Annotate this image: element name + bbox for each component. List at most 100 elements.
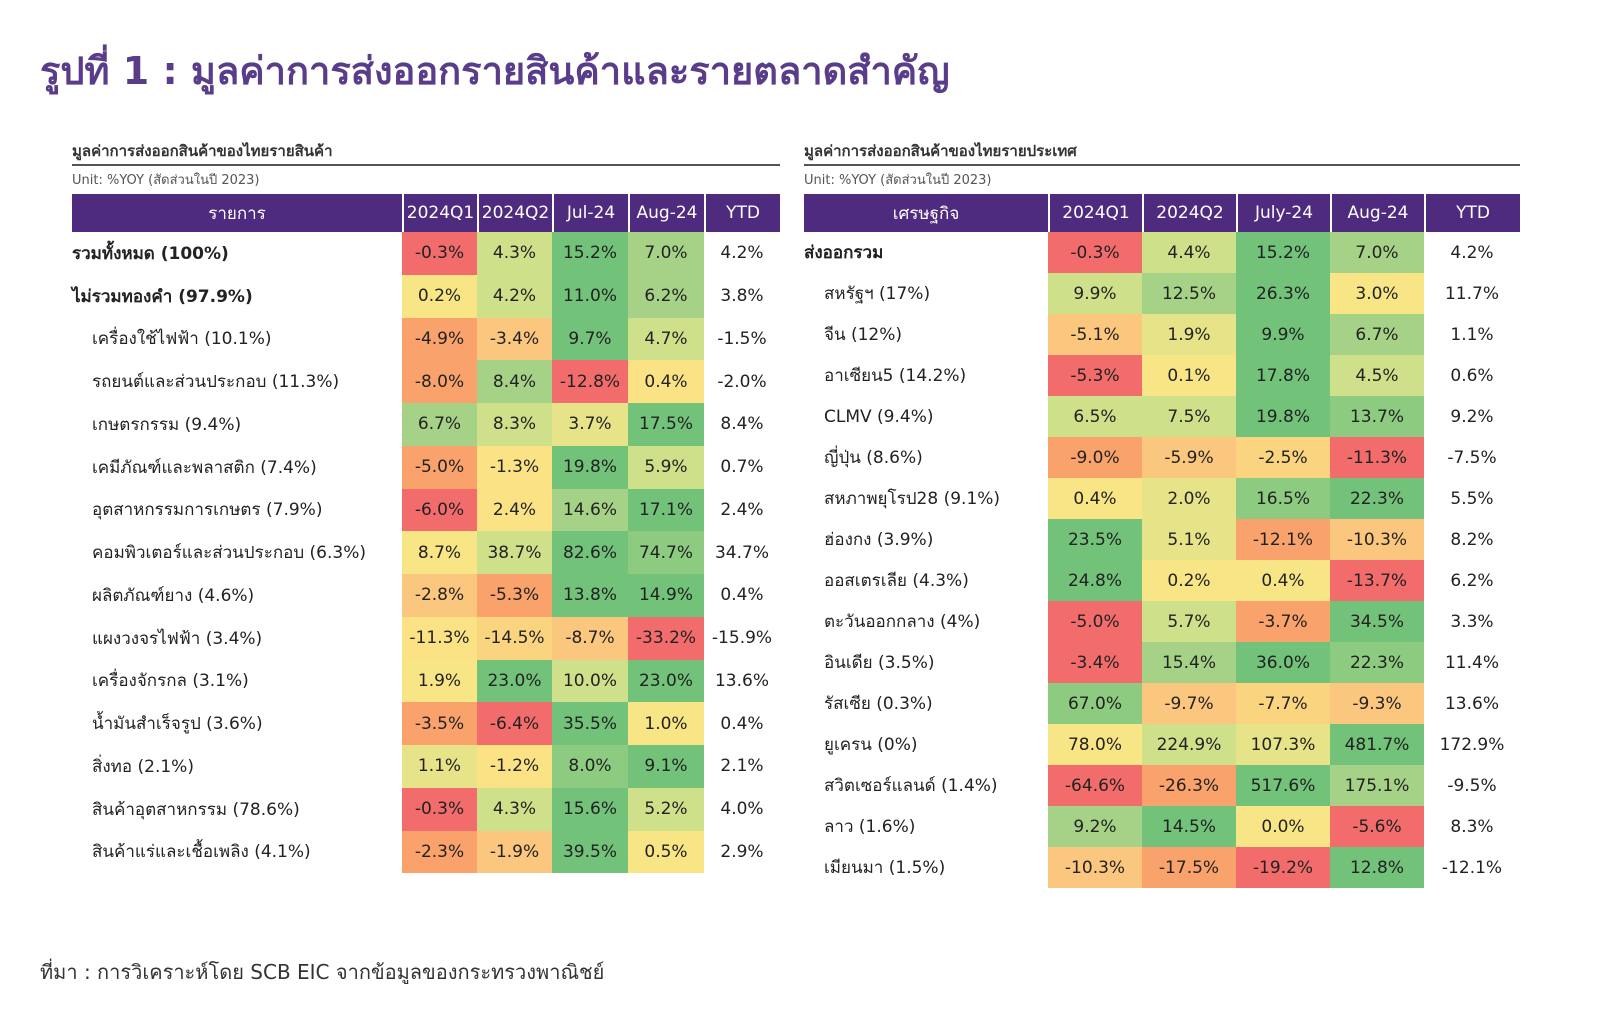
row-label: สวิตเซอร์แลนด์ (1.4%) bbox=[824, 776, 998, 796]
value-cell: 7.5% bbox=[1142, 396, 1236, 437]
table-row: รัสเซีย (0.3%) 67.0% -9.7% -7.7% -9.3% 13.6% bbox=[804, 683, 1520, 724]
value-cell: 26.3% bbox=[1236, 273, 1330, 314]
row-label: ญี่ปุ่น (8.6%) bbox=[824, 448, 923, 468]
row-label: เครื่องจักรกล (3.1%) bbox=[92, 671, 249, 692]
value-cell: -8.0% bbox=[402, 360, 477, 403]
header-2024q2: 2024Q2 bbox=[1142, 194, 1236, 232]
header-jul-24: Jul-24 bbox=[552, 194, 628, 232]
table-row: สินค้าแร่และเชื้อเพลิง (4.1%) -2.3% -1.9% 3… bbox=[72, 830, 780, 874]
ytd-cell: 13.6% bbox=[714, 670, 769, 691]
table-row: น้ำมันสำเร็จรูป (3.6%) -3.5% -6.4% 35.5% 1.0… bbox=[72, 702, 780, 745]
value-cell: 1.0% bbox=[628, 702, 704, 745]
ytd-cell: -12.1% bbox=[1441, 857, 1503, 878]
row-label: แผงวงจรไฟฟ้า (3.4%) bbox=[92, 628, 263, 649]
value-cell: -3.4% bbox=[477, 317, 552, 361]
ytd-cell: 4.0% bbox=[720, 799, 764, 820]
table-row: สิ่งทอ (2.1%) 1.1% -1.2% 8.0% 9.1% 2.1% bbox=[72, 745, 780, 788]
value-cell: -4.9% bbox=[402, 317, 477, 361]
value-cell: 67.0% bbox=[1048, 683, 1142, 724]
row-label: ยูเครน (0%) bbox=[824, 735, 918, 755]
value-cell: -14.5% bbox=[477, 616, 552, 660]
table-row: ไม่รวมทองคำ (97.9%) 0.2% 4.2% 11.0% 6.2% 3.8% bbox=[72, 274, 780, 318]
value-cell: 1.9% bbox=[402, 659, 477, 703]
table-row: รถยนต์และส่วนประกอบ (11.3%) -8.0% 8.4% -12.… bbox=[72, 360, 780, 403]
ytd-cell: 0.6% bbox=[1450, 365, 1494, 386]
value-cell: 22.3% bbox=[1330, 478, 1424, 519]
header-item: รายการ bbox=[72, 194, 402, 232]
value-cell: 8.3% bbox=[477, 403, 552, 446]
ytd-cell: 4.2% bbox=[720, 243, 764, 264]
header-economy: เศรษฐกิจ bbox=[804, 194, 1048, 232]
value-cell: 35.5% bbox=[552, 702, 628, 745]
value-cell: 16.5% bbox=[1236, 478, 1330, 519]
value-cell: 2.0% bbox=[1142, 478, 1236, 519]
row-label: ออสเตรเลีย (4.3%) bbox=[824, 571, 969, 591]
value-cell: -3.5% bbox=[402, 702, 477, 745]
table-row: สหรัฐฯ (17%) 9.9% 12.5% 26.3% 3.0% 11.7% bbox=[804, 273, 1520, 314]
ytd-cell: 6.2% bbox=[1450, 570, 1494, 591]
value-cell: 4.3% bbox=[477, 232, 552, 275]
value-cell: 1.1% bbox=[402, 745, 477, 788]
value-cell: 8.4% bbox=[477, 360, 552, 403]
value-cell: 175.1% bbox=[1330, 765, 1424, 806]
value-cell: 17.8% bbox=[1236, 355, 1330, 396]
table-row: เคมีภัณฑ์และพลาสติก (7.4%) -5.0% -1.3% 19.8… bbox=[72, 445, 780, 489]
table-row: ผลิตภัณฑ์ยาง (4.6%) -2.8% -5.3% 13.8% 14.9% 0… bbox=[72, 574, 780, 617]
table-row: เกษตรกรรม (9.4%) 6.7% 8.3% 3.7% 17.5% 8.4% bbox=[72, 403, 780, 446]
value-cell: 5.1% bbox=[1142, 519, 1236, 560]
header-ytd: YTD bbox=[1424, 194, 1520, 232]
ytd-cell: 1.1% bbox=[1450, 324, 1494, 345]
value-cell: -19.2% bbox=[1236, 847, 1330, 888]
value-cell: 11.0% bbox=[552, 274, 628, 318]
ytd-cell: 5.5% bbox=[1450, 488, 1494, 509]
table-row: ลาว (1.6%) 9.2% 14.5% 0.0% -5.6% 8.3% bbox=[804, 806, 1520, 847]
value-cell: -26.3% bbox=[1142, 765, 1236, 806]
value-cell: 5.9% bbox=[628, 445, 704, 489]
value-cell: 4.5% bbox=[1330, 355, 1424, 396]
row-label: สหภาพยุโรป28 (9.1%) bbox=[824, 489, 1001, 509]
value-cell: 481.7% bbox=[1330, 724, 1424, 765]
row-label: ผลิตภัณฑ์ยาง (4.6%) bbox=[92, 585, 255, 606]
header-2024q1: 2024Q1 bbox=[1048, 194, 1142, 232]
country-table-title: มูลค่าการส่งออกสินค้าของไทยรายประเทศ bbox=[804, 138, 1520, 166]
page-title: รูปที่ 1 : มูลค่าการส่งออกรายสินค้าและรา… bbox=[40, 49, 950, 93]
row-label: จีน (12%) bbox=[824, 325, 903, 345]
ytd-cell: 8.3% bbox=[1450, 816, 1494, 837]
value-cell: -5.9% bbox=[1142, 437, 1236, 478]
row-label: สินค้าอุตสาหกรรม (78.6%) bbox=[92, 799, 300, 820]
table-row: สวิตเซอร์แลนด์ (1.4%) -64.6% -26.3% 517.6% 1… bbox=[804, 765, 1520, 806]
value-cell: 15.2% bbox=[552, 232, 628, 275]
value-cell: 17.1% bbox=[628, 488, 704, 532]
value-cell: 15.6% bbox=[552, 787, 628, 831]
value-cell: 23.0% bbox=[628, 659, 704, 703]
country-header-row: เศรษฐกิจ 2024Q1 2024Q2 July-24 Aug-24 YT… bbox=[804, 194, 1520, 232]
value-cell: 8.7% bbox=[402, 531, 477, 574]
value-cell: -5.3% bbox=[477, 574, 552, 617]
ytd-cell: 13.6% bbox=[1444, 693, 1499, 714]
table-row: คอมพิวเตอร์และส่วนประกอบ (6.3%) 8.7% 38.7%… bbox=[72, 531, 780, 574]
table-row: อาเซียน5 (14.2%) -5.3% 0.1% 17.8% 4.5% 0.6% bbox=[804, 355, 1520, 396]
value-cell: 39.5% bbox=[552, 830, 628, 874]
header-2024q1: 2024Q1 bbox=[402, 194, 477, 232]
table-row: ส่งออกรวม -0.3% 4.4% 15.2% 7.0% 4.2% bbox=[804, 232, 1520, 273]
value-cell: 15.4% bbox=[1142, 642, 1236, 683]
value-cell: -6.4% bbox=[477, 702, 552, 745]
value-cell: -11.3% bbox=[402, 616, 477, 660]
value-cell: 2.4% bbox=[477, 488, 552, 532]
value-cell: 74.7% bbox=[628, 531, 704, 574]
ytd-cell: 0.4% bbox=[720, 585, 764, 606]
value-cell: -13.7% bbox=[1330, 560, 1424, 601]
row-label: อินเดีย (3.5%) bbox=[824, 653, 935, 673]
country-table-unit: Unit: %YOY (สัดส่วนในปี 2023) bbox=[804, 173, 992, 188]
table-row: สินค้าอุตสาหกรรม (78.6%) -0.3% 4.3% 15.6% 5.… bbox=[72, 787, 780, 831]
row-label: ตะวันออกกลาง (4%) bbox=[824, 612, 981, 632]
product-header-row: รายการ 2024Q1 2024Q2 Jul-24 Aug-24 YTD bbox=[72, 194, 780, 232]
value-cell: 15.2% bbox=[1236, 232, 1330, 273]
row-label: สิ่งทอ (2.1%) bbox=[92, 756, 194, 777]
ytd-cell: 3.8% bbox=[720, 286, 764, 307]
row-label: ฮ่องกง (3.9%) bbox=[824, 530, 934, 550]
row-label: CLMV (9.4%) bbox=[824, 406, 934, 427]
value-cell: 19.8% bbox=[1236, 396, 1330, 437]
value-cell: -0.3% bbox=[402, 787, 477, 831]
value-cell: -10.3% bbox=[1048, 847, 1142, 888]
